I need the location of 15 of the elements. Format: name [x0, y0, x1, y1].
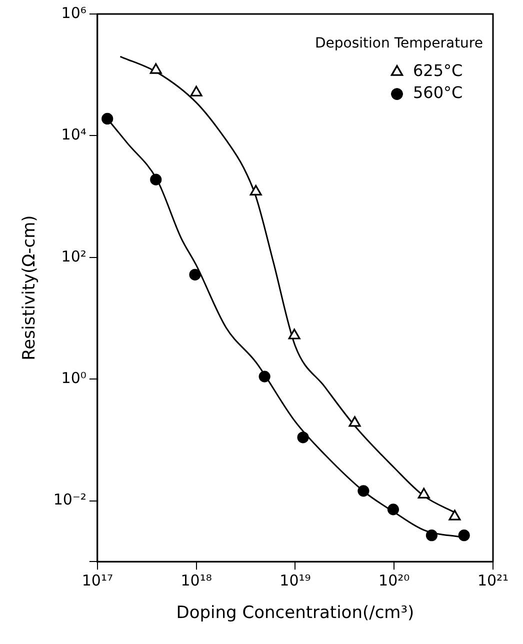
x-axis-title: Doping Concentration(/cm³)	[176, 603, 414, 624]
legend-label: 560°C	[413, 83, 463, 102]
y-tick-label: 10⁴	[61, 126, 86, 144]
x-tick-label: 10²¹	[477, 571, 509, 590]
legend-label: 625°C	[413, 61, 463, 80]
x-tick-label: 10¹⁷	[82, 571, 113, 590]
y-tick-label: 10⁰	[61, 368, 86, 387]
y-axis-title: Resistivity(Ω-cm)	[20, 215, 40, 360]
x-tick-label: 10²⁰	[378, 571, 410, 590]
x-tick-label: 10¹⁸	[180, 571, 212, 590]
y-tick-label: 10²	[61, 247, 86, 266]
x-tick-label: 10¹⁹	[280, 571, 311, 590]
y-tick-label: 10⁻²	[53, 490, 86, 509]
y-tick-label: 10⁶	[61, 4, 86, 22]
legend-title: Deposition Temperature	[315, 36, 483, 52]
